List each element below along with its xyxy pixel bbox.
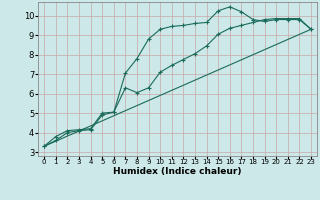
- X-axis label: Humidex (Indice chaleur): Humidex (Indice chaleur): [113, 167, 242, 176]
